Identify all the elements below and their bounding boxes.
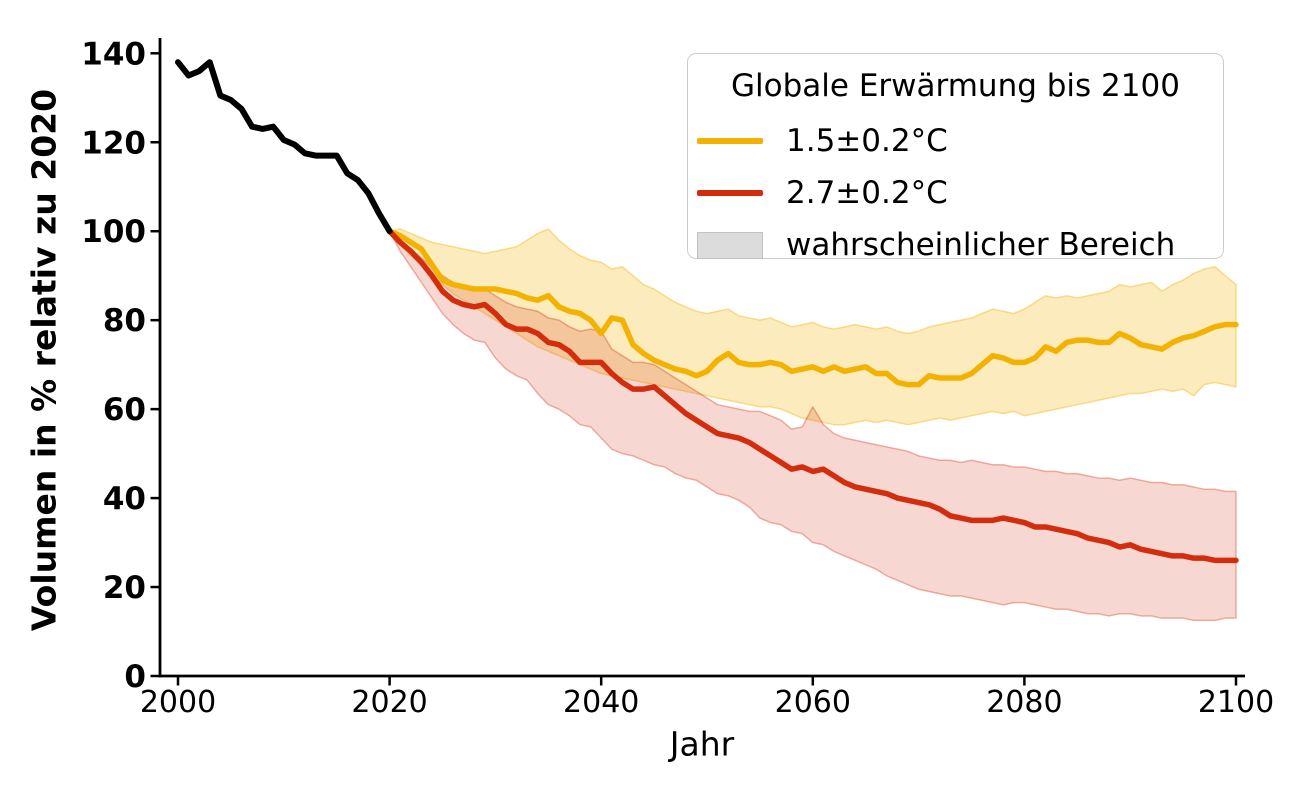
legend: Globale Erwärmung bis 2100 1.5±0.2°C 2.7… bbox=[687, 53, 1224, 263]
legend-line-swatch-yellow bbox=[697, 138, 763, 144]
y-tick-label: 40 bbox=[103, 481, 146, 517]
x-tick-label: 2060 bbox=[775, 685, 851, 720]
x-tick-label: 2000 bbox=[140, 685, 216, 720]
legend-rows: 1.5±0.2°C 2.7±0.2°C wahrscheinlicher Ber… bbox=[688, 115, 1223, 271]
x-axis-label: Jahr bbox=[669, 724, 735, 764]
legend-line-swatch-red bbox=[697, 190, 763, 196]
y-tick-label: 0 bbox=[124, 659, 146, 695]
legend-title: Globale Erwärmung bis 2100 bbox=[731, 68, 1180, 104]
y-tick-label: 120 bbox=[81, 125, 146, 161]
series-line-historische Beobachtung bbox=[175, 59, 393, 235]
series-line-1.5±0.2°C bbox=[386, 228, 1239, 388]
legend-item-likely-range: wahrscheinlicher Bereich bbox=[688, 219, 1223, 271]
y-tick-label: 80 bbox=[103, 303, 146, 339]
x-tick-label: 2100 bbox=[1198, 685, 1274, 720]
y-axis-label: Volumen in % relativ zu 2020 bbox=[24, 88, 64, 632]
y-tick-label: 20 bbox=[103, 570, 146, 606]
y-tick-label: 140 bbox=[81, 36, 146, 72]
uncertainty-band-1.5±0.2°C bbox=[388, 228, 1237, 426]
series-line-2.7±0.2°C bbox=[386, 228, 1239, 564]
legend-item-label: 1.5±0.2°C bbox=[786, 123, 948, 159]
x-tick-label: 2080 bbox=[986, 685, 1062, 720]
legend-item-2-7c: 2.7±0.2°C bbox=[688, 167, 1223, 219]
x-tick-label: 2040 bbox=[563, 685, 639, 720]
y-tick-label: 100 bbox=[81, 214, 146, 250]
legend-item-label: wahrscheinlicher Bereich bbox=[786, 227, 1176, 263]
x-tick-label: 2020 bbox=[351, 685, 427, 720]
y-tick-label: 60 bbox=[103, 392, 146, 428]
legend-item-1-5c: 1.5±0.2°C bbox=[688, 115, 1223, 167]
legend-item-label: 2.7±0.2°C bbox=[786, 175, 948, 211]
legend-patch-swatch-gray bbox=[697, 231, 763, 259]
